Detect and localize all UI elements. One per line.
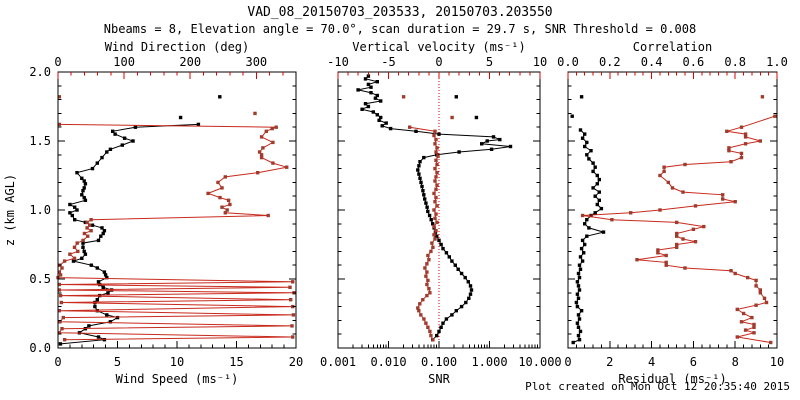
top-tick-label: 100: [113, 55, 135, 69]
x-tick-label: 0.001: [320, 355, 356, 369]
y-tick-label: 1.5: [29, 134, 51, 148]
correlation-markers: [580, 95, 777, 345]
axes-wind: [57, 71, 297, 349]
top-tick-label: 0.8: [724, 55, 746, 69]
x-tick-label: 10.000: [518, 355, 561, 369]
y-tick-label: 1.0: [29, 203, 51, 217]
x-tick-label: 6: [690, 355, 697, 369]
top-tick-label: 300: [245, 55, 267, 69]
x-tick-label: 10: [770, 355, 784, 369]
y-tick-label: 0.5: [29, 272, 51, 286]
top-tick-label: 0.6: [683, 55, 705, 69]
top-tick-label: 0.4: [641, 55, 663, 69]
top-tick-label: 0.0: [557, 55, 579, 69]
top-tick-label: 200: [179, 55, 201, 69]
x-tick-label: 0: [564, 355, 571, 369]
x-tick-label: 0: [54, 355, 61, 369]
panel-residual-correlation: 0 2 4 6 8 10 0.0 0.2 0.4 0.6 0.8 1.0 Residual (ms⁻¹)…: [557, 40, 788, 386]
x-axis-title-residual-correlation: Residual (ms⁻¹): [618, 372, 726, 386]
top-tick-label: -5: [381, 55, 395, 69]
residual-markers: [570, 95, 606, 345]
x-tick-label: 8: [732, 355, 739, 369]
snr-line: [357, 75, 511, 341]
top-tick-label: -10: [327, 55, 349, 69]
top-axis-title-residual-correlation: Correlation: [633, 40, 712, 54]
top-tick-label: 1.0: [766, 55, 788, 69]
plot-created-timestamp: Plot created on Mon Oct 12 20:35:40 2015: [525, 380, 790, 393]
x-tick-label: 15: [229, 355, 243, 369]
top-axis-title-wind: Wind Direction (deg): [105, 40, 250, 54]
x-tick-label: 0.010: [370, 355, 406, 369]
correlation-line: [582, 115, 776, 343]
y-tick-label: 0.0: [29, 341, 51, 355]
x-tick-label: 2: [606, 355, 613, 369]
top-tick-label: 0: [435, 55, 442, 69]
snr-markers: [356, 74, 513, 342]
x-tick-label: 20: [289, 355, 303, 369]
x-tick-label: 1.000: [471, 355, 507, 369]
top-axis-title-snr-velocity: Vertical velocity (ms⁻¹): [352, 40, 525, 54]
x-tick-label: 4: [648, 355, 655, 369]
x-axis-title-wind: Wind Speed (ms⁻¹): [116, 372, 239, 386]
top-tick-label: 0: [54, 55, 61, 69]
x-tick-label: 5: [114, 355, 121, 369]
vertical-velocity-markers: [401, 95, 454, 342]
top-tick-label: 5: [486, 55, 493, 69]
x-tick-label: 0.100: [421, 355, 457, 369]
axes-snr-velocity: [337, 71, 541, 349]
figure-subtitle: Nbeams = 8, Elevation angle = 70.0°, sca…: [103, 22, 697, 36]
figure-title: VAD_08_20150703_203533, 20150703.203550: [247, 5, 553, 20]
top-tick-label: 0.2: [599, 55, 621, 69]
y-axis-title: z (km AGL): [3, 174, 17, 246]
y-tick-label: 2.0: [29, 65, 51, 79]
x-tick-label: 10: [170, 355, 184, 369]
axes-residual-correlation: [567, 71, 778, 349]
x-axis-title-snr-velocity: SNR: [428, 372, 450, 386]
top-tick-label: 10: [533, 55, 547, 69]
panel-snr-velocity: 0.001 0.010 0.100 1.000 10.000 -10 -5 0 5 10 SNR Ve…: [320, 40, 562, 386]
